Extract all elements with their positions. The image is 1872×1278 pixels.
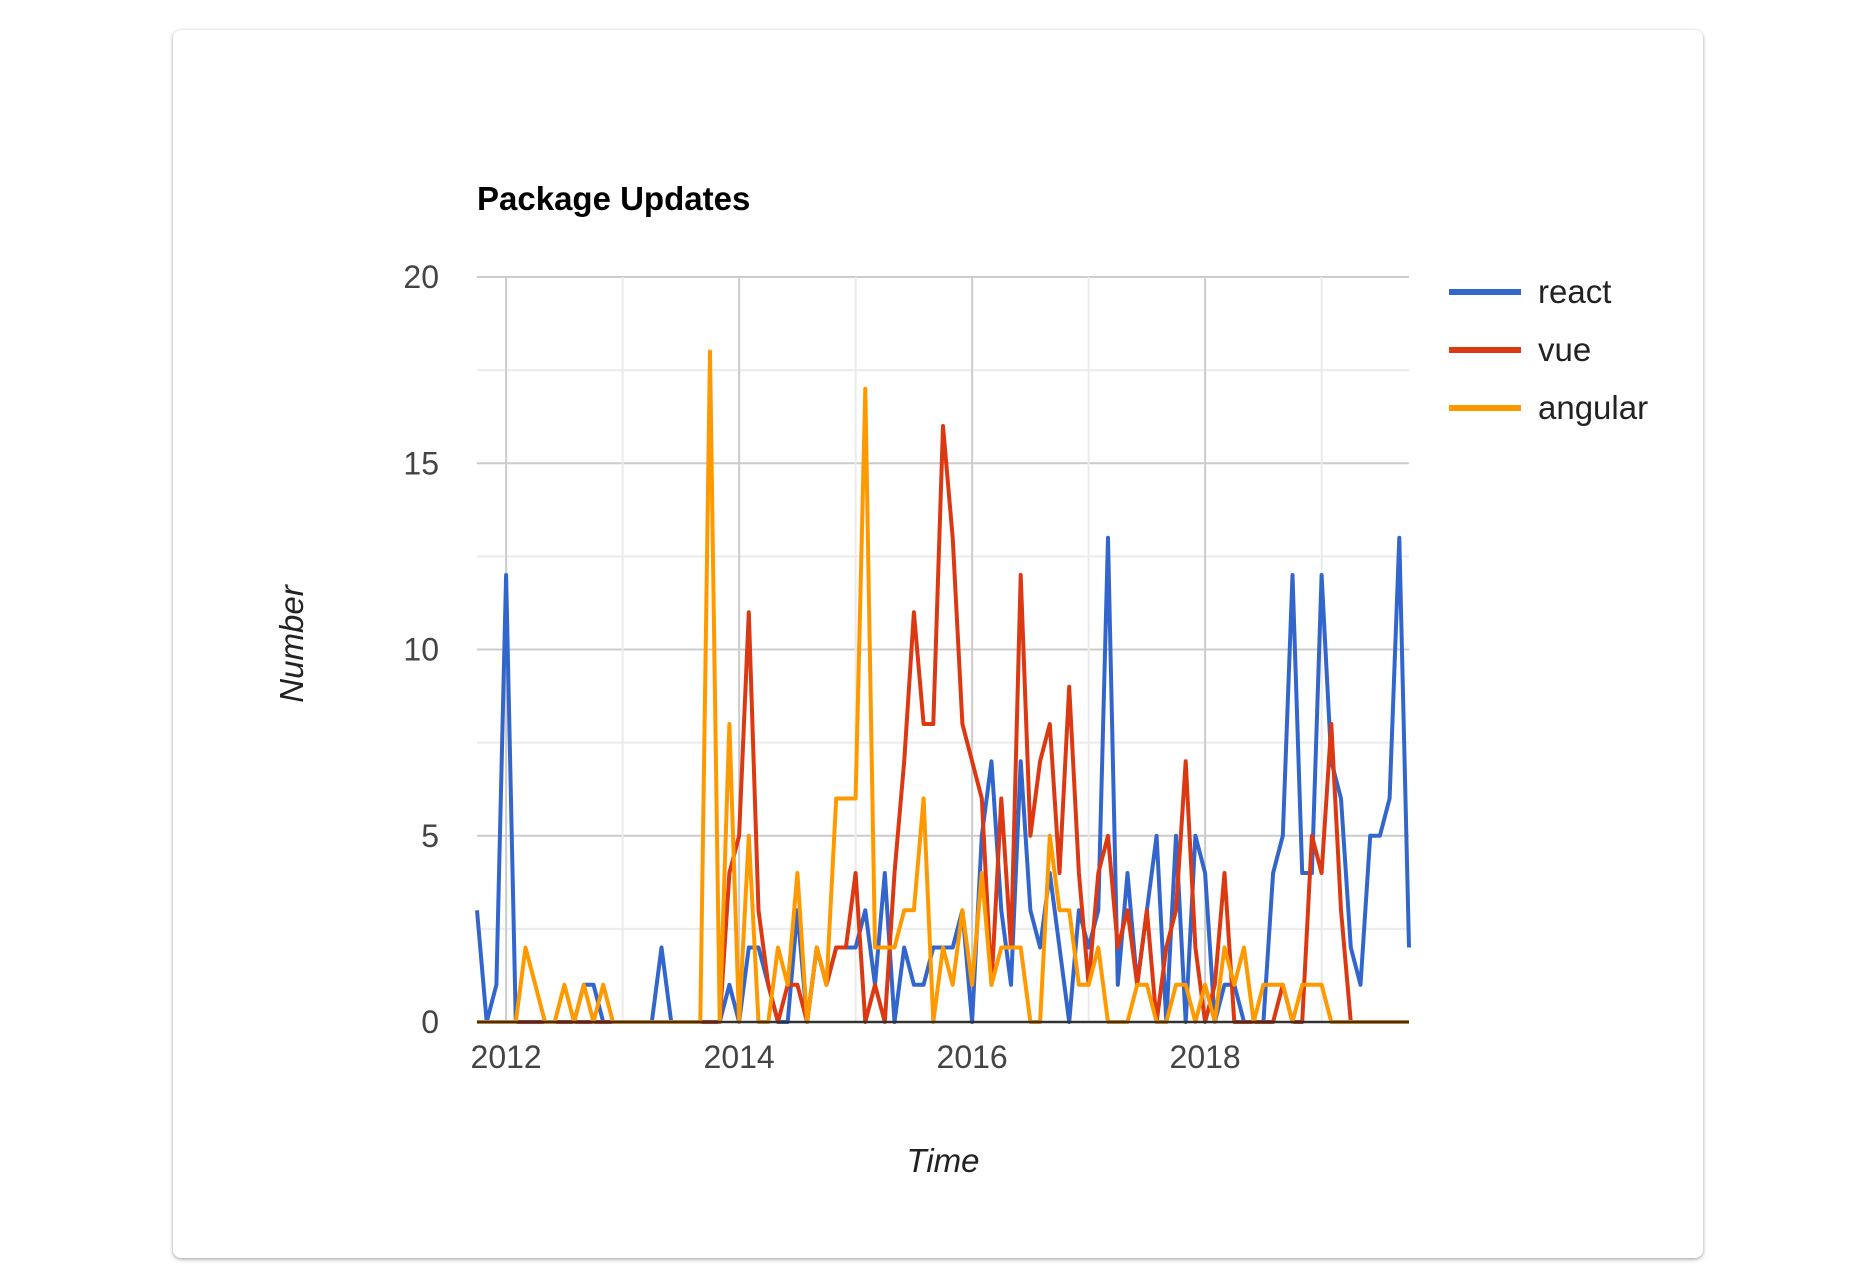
chart-card — [173, 30, 1703, 1258]
legend-item-angular[interactable]: angular — [1449, 389, 1648, 426]
x-tick-label: 2014 — [704, 1039, 775, 1075]
legend[interactable]: react vue angular — [1449, 273, 1648, 426]
x-tick-label: 2018 — [1170, 1039, 1241, 1075]
series-lines — [475, 349, 1411, 1024]
chart-title: Package Updates — [477, 180, 750, 217]
y-tick-label: 15 — [403, 445, 439, 481]
legend-item-react[interactable]: react — [1449, 273, 1611, 310]
y-tick-label: 0 — [421, 1004, 439, 1040]
x-tick-label: 2012 — [471, 1039, 542, 1075]
x-tick-label: 2016 — [937, 1039, 1008, 1075]
legend-label: vue — [1538, 331, 1591, 368]
y-tick-label: 10 — [403, 632, 439, 668]
legend-label: react — [1538, 273, 1611, 310]
y-tick-label: 5 — [421, 818, 439, 854]
legend-item-vue[interactable]: vue — [1449, 331, 1591, 368]
x-axis-title: Time — [906, 1142, 979, 1179]
tick-labels: 0 5 10 15 20 2012 2014 2016 2018 — [403, 259, 1240, 1075]
y-tick-label: 20 — [403, 259, 439, 295]
y-axis-title: Number — [273, 583, 310, 702]
legend-label: angular — [1538, 389, 1648, 426]
